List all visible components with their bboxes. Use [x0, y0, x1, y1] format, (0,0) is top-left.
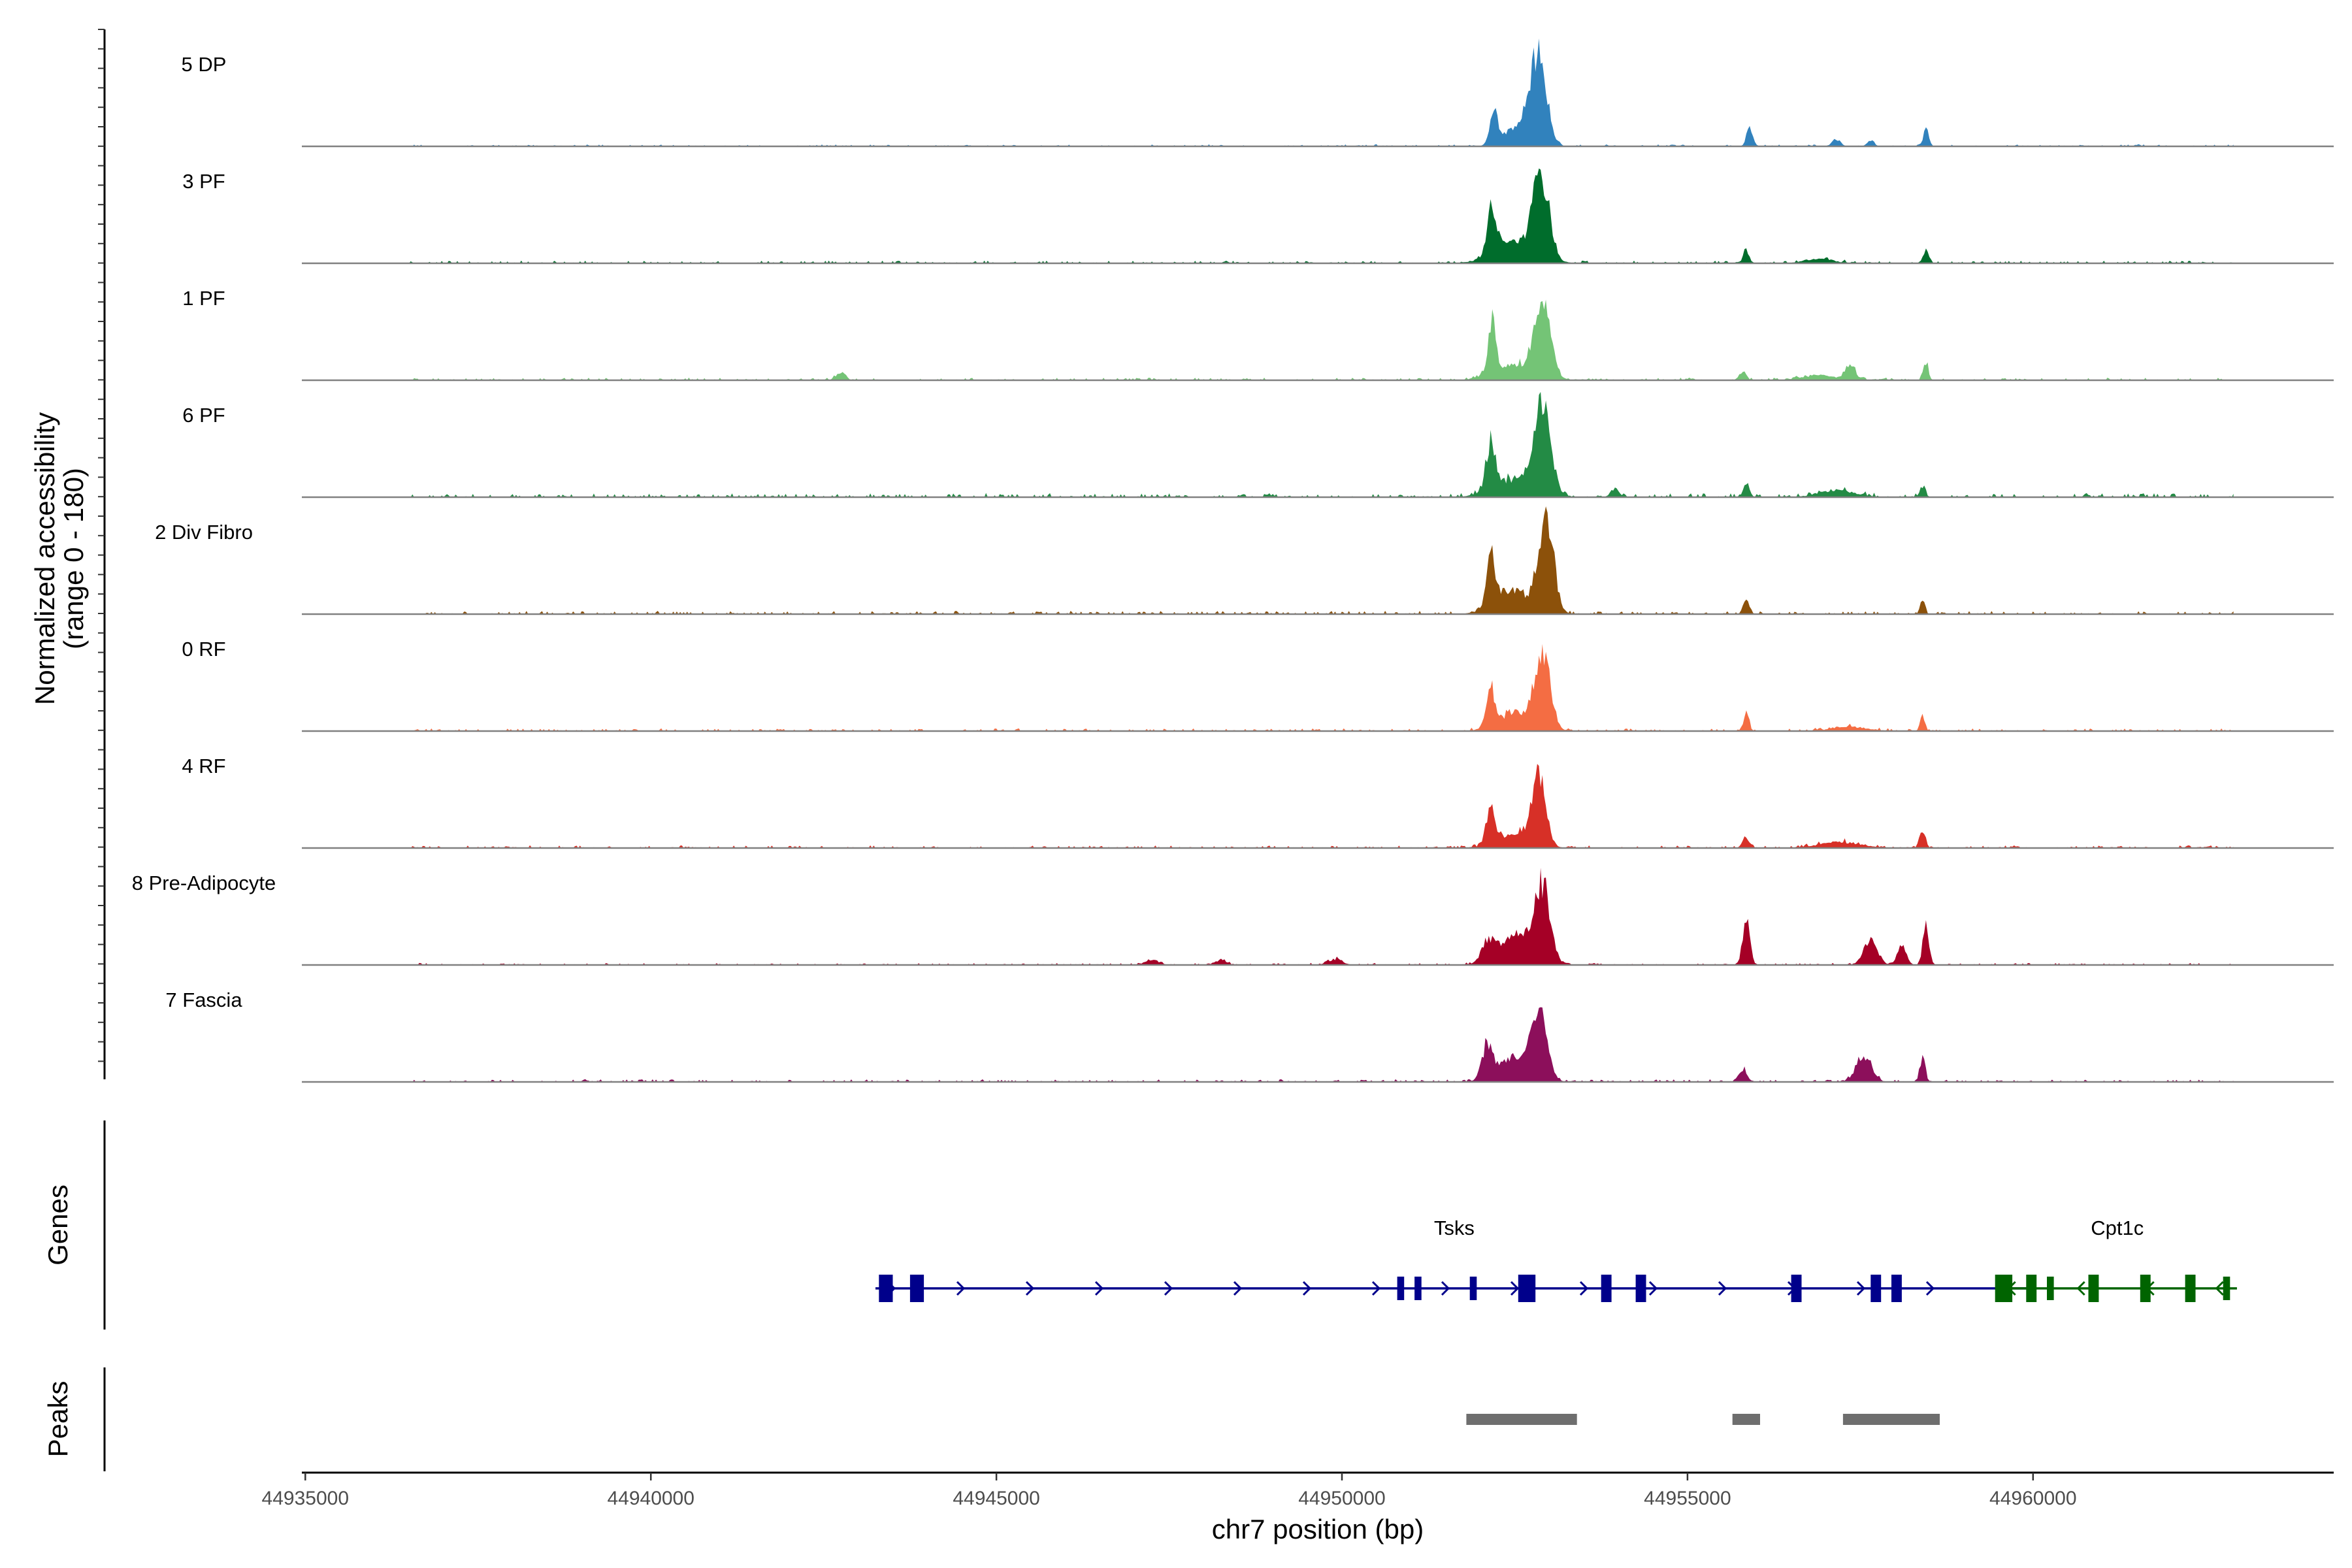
track-3: 6 PF [182, 391, 2334, 498]
exon [2088, 1275, 2099, 1302]
track-label: 1 PF [182, 287, 225, 310]
strand-arrow [1371, 1281, 1381, 1296]
strand-arrow [1648, 1281, 1658, 1296]
strand-arrow [2215, 1281, 2224, 1296]
x-tick-label: 44955000 [1644, 1488, 1731, 1509]
strand-arrow [1925, 1281, 1935, 1296]
exon [1891, 1275, 1902, 1302]
y-axis-title-line1: Normalized accessibility [29, 412, 60, 705]
coverage-y-axis [98, 29, 106, 1079]
track-label: 0 RF [182, 638, 225, 661]
track-label: 6 PF [182, 404, 225, 427]
x-axis-ticks: 44935000 44940000 44945000 44950000 44955000… [262, 1473, 2077, 1509]
exon [879, 1275, 893, 1302]
gene-label: Cpt1c [2091, 1217, 2144, 1239]
exon [2026, 1275, 2037, 1302]
strand-arrow [1094, 1281, 1104, 1296]
exon [1870, 1275, 1882, 1302]
track-6: 4 RF [182, 755, 2334, 849]
track-7: 8 Pre-Adipocyte [132, 868, 2334, 966]
strand-arrow [2076, 1281, 2085, 1296]
gene-tsks: Tsks [875, 1217, 2033, 1302]
track-label: 7 Fascia [165, 988, 242, 1011]
x-tick-label: 44940000 [607, 1488, 694, 1509]
peak-region [1842, 1414, 1940, 1425]
exon [1791, 1275, 1802, 1302]
track-1: 3 PF [182, 168, 2334, 265]
strand-arrow [1302, 1281, 1312, 1296]
x-tick-label: 44950000 [1298, 1488, 1385, 1509]
strand-arrow [2007, 1281, 2016, 1296]
strand-arrow [1510, 1281, 1520, 1296]
coverage-y-ticks [98, 29, 105, 1062]
y-axis-title: Normalized accessibility (range 0 - 180) [29, 412, 89, 705]
exon [2223, 1277, 2230, 1300]
track-8: 7 Fascia [165, 988, 2334, 1083]
track-2: 1 PF [182, 287, 2334, 382]
track-label: 3 PF [182, 170, 225, 193]
exon [2185, 1275, 2196, 1302]
genes-panel: Genes Tsks Cpt1c [42, 1120, 2237, 1330]
track-label: 2 Div Fibro [155, 521, 253, 544]
track-0: 5 DP [182, 39, 2334, 148]
exon [2047, 1277, 2054, 1300]
track-label: 5 DP [182, 53, 227, 76]
strand-arrow [956, 1281, 966, 1296]
x-tick-label: 44945000 [953, 1488, 1039, 1509]
strand-arrow [1579, 1281, 1589, 1296]
gene-label: Tsks [1434, 1217, 1475, 1239]
x-tick-label: 44935000 [262, 1488, 349, 1509]
track-4: 2 Div Fibro [155, 506, 2334, 615]
exon [1601, 1275, 1612, 1302]
x-tick-label: 44960000 [1989, 1488, 2076, 1509]
track-5: 0 RF [182, 638, 2334, 732]
peaks-panel: Peaks [42, 1367, 1940, 1471]
y-axis-title-line2: (range 0 - 180) [58, 468, 89, 649]
x-axis-title: chr7 position (bp) [1212, 1514, 1424, 1544]
coverage-tracks: 5 DP 3 PF 1 PF 6 PF 2 Div Fibro 0 RF 4 RF 8 Pre… [132, 39, 2334, 1083]
strand-arrow [1164, 1281, 1173, 1296]
strand-arrow [2146, 1281, 2155, 1296]
strand-arrow [887, 1281, 896, 1296]
exon [1518, 1275, 1536, 1302]
exon [1397, 1277, 1405, 1300]
gene-cpt1c: Cpt1c [1995, 1217, 2237, 1302]
track-label: 4 RF [182, 755, 225, 777]
strand-arrow [1718, 1281, 1727, 1296]
strand-arrow [1787, 1281, 1797, 1296]
strand-arrow [1233, 1281, 1243, 1296]
exon [2140, 1275, 2151, 1302]
exon [909, 1275, 924, 1302]
strand-arrow [1441, 1281, 1450, 1296]
peak-region [1732, 1414, 1760, 1425]
track-label: 8 Pre-Adipocyte [132, 872, 276, 894]
genes-panel-title: Genes [42, 1184, 73, 1266]
gene-models: Tsks Cpt1c [875, 1217, 2237, 1302]
exon [1414, 1277, 1422, 1300]
peak-region [1466, 1414, 1577, 1425]
exon [1635, 1275, 1646, 1302]
peaks-panel-title: Peaks [42, 1381, 73, 1458]
exon [1469, 1277, 1477, 1300]
strand-arrow [1025, 1281, 1035, 1296]
strand-arrow [1856, 1281, 1866, 1296]
peak-regions [1466, 1414, 1940, 1425]
x-axis: 44935000 44940000 44945000 44950000 44955000… [262, 1471, 2334, 1544]
